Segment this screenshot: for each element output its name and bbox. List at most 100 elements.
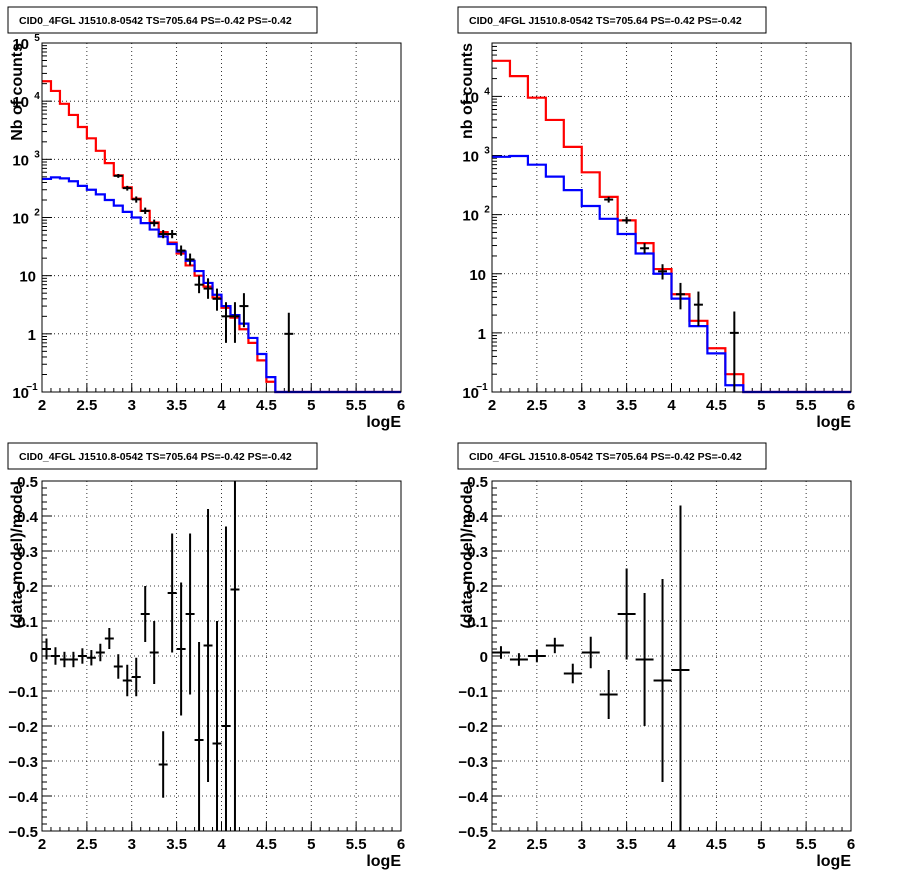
y-tick-label: −0.4	[458, 789, 488, 806]
x-tick-label: 3	[128, 836, 136, 853]
y-tick-exponent: 4	[34, 91, 40, 102]
y-tick-label: 0.3	[467, 544, 488, 561]
y-tick-label: −0.3	[458, 754, 488, 771]
y-tick-label: 0.4	[17, 509, 39, 526]
y-tick-label: 10	[462, 385, 479, 402]
y-tick-label: 10	[19, 269, 36, 286]
y-tick-exponent: 4	[484, 86, 490, 97]
x-tick-label: 6	[847, 836, 855, 853]
x-tick-label: 6	[847, 397, 855, 414]
y-tick-label: −0.5	[458, 824, 488, 841]
y-tick-label: −0.1	[8, 684, 38, 701]
x-tick-label: 5	[307, 836, 315, 853]
chart-title: CID0_4FGL J1510.8-0542 TS=705.64 PS=-0.4…	[19, 451, 292, 463]
x-tick-label: 4.5	[256, 397, 277, 414]
x-tick-label: 2	[488, 397, 496, 414]
x-tick-label: 4	[667, 836, 676, 853]
y-tick-label: 10	[12, 211, 29, 228]
plot-frame-border	[41, 480, 402, 832]
x-tick-label: 4	[217, 836, 226, 853]
x-tick-label: 4	[667, 397, 676, 414]
x-tick-label: 4.5	[706, 397, 727, 414]
x-tick-label: 5	[757, 397, 765, 414]
x-tick-label: 5.5	[346, 397, 367, 414]
y-tick-label: 10	[462, 208, 479, 225]
x-tick-label: 5.5	[346, 836, 367, 853]
y-axis-label: (data-model)/model	[459, 481, 476, 629]
x-tick-label: 3	[578, 836, 586, 853]
y-tick-label: −0.1	[458, 684, 488, 701]
y-tick-label: 10	[12, 385, 29, 402]
x-tick-label: 6	[397, 397, 405, 414]
y-tick-label: −0.3	[8, 754, 38, 771]
y-axis-label: Nb of counts	[9, 43, 26, 141]
chart-title: CID0_4FGL J1510.8-0542 TS=705.64 PS=-0.4…	[469, 451, 742, 463]
plot-frame	[41, 42, 402, 393]
plot-frame	[41, 480, 402, 832]
x-tick-label: 5.5	[796, 836, 817, 853]
plot-frame-border	[491, 42, 852, 393]
x-tick-label: 3	[578, 397, 586, 414]
x-tick-label: 3.5	[166, 397, 187, 414]
title-box	[457, 442, 767, 470]
y-tick-exponent: 5	[34, 33, 40, 44]
y-tick-label: 0.4	[467, 509, 489, 526]
x-axis-label: logE	[366, 414, 401, 431]
x-axis-label: logE	[366, 853, 401, 870]
x-tick-label: 4	[217, 397, 226, 414]
y-axis-label: (data-model)/model	[9, 481, 26, 629]
title-box	[7, 442, 318, 470]
y-tick-exponent: −1	[26, 382, 38, 393]
y-tick-label: 1	[28, 327, 36, 344]
x-tick-label: 5.5	[796, 397, 817, 414]
x-tick-label: 3	[128, 397, 136, 414]
plot-frame	[491, 480, 852, 832]
y-tick-label: 10	[12, 152, 29, 169]
x-tick-label: 4.5	[706, 836, 727, 853]
x-tick-label: 2	[38, 836, 46, 853]
x-tick-label: 6	[397, 836, 405, 853]
x-axis-label: logE	[816, 414, 851, 431]
plot-frame	[491, 42, 852, 393]
y-tick-label: −0.2	[8, 719, 38, 736]
y-tick-label: 0	[480, 649, 488, 666]
x-tick-label: 2.5	[76, 397, 97, 414]
x-tick-label: 5	[307, 397, 315, 414]
plot-frame-border	[41, 42, 402, 393]
x-axis-label: logE	[816, 853, 851, 870]
y-tick-label: 10	[462, 149, 479, 166]
plot-frame-border	[491, 480, 852, 832]
chart-title: CID0_4FGL J1510.8-0542 TS=705.64 PS=-0.4…	[19, 15, 292, 27]
x-tick-label: 2	[488, 836, 496, 853]
y-tick-label: −0.4	[8, 789, 38, 806]
y-tick-exponent: 2	[484, 205, 490, 216]
chart-panel-4: 2 2.5 3 3.5 4 4.5 5 5.5 6 −0.5 −0.4 −0.3 −0.2 −0.1 0 0.…	[457, 442, 855, 870]
y-tick-label: 0.5	[467, 474, 488, 491]
y-tick-label: 10	[12, 94, 29, 111]
y-axis-label: nb of counts	[459, 43, 476, 139]
x-tick-label: 2	[38, 397, 46, 414]
x-tick-label: 3.5	[616, 836, 637, 853]
y-tick-label: 10	[12, 36, 29, 53]
y-tick-label: 0	[30, 649, 38, 666]
y-tick-exponent: 3	[34, 149, 40, 160]
y-tick-label: 10	[462, 89, 479, 106]
y-tick-label: −0.5	[8, 824, 38, 841]
y-tick-label: 0.1	[17, 614, 38, 631]
title-box	[7, 6, 318, 34]
y-tick-exponent: 2	[34, 208, 40, 219]
title-box	[457, 6, 767, 34]
x-tick-label: 2.5	[526, 397, 547, 414]
x-tick-label: 3.5	[166, 836, 187, 853]
x-tick-label: 5	[757, 836, 765, 853]
y-tick-label: 0.1	[467, 614, 488, 631]
x-tick-label: 3.5	[616, 397, 637, 414]
y-tick-label: 0.3	[17, 544, 38, 561]
y-tick-exponent: 3	[484, 146, 490, 157]
x-tick-label: 4.5	[256, 836, 277, 853]
y-tick-label: 10	[469, 267, 486, 284]
x-tick-label: 2.5	[76, 836, 97, 853]
chart-panel-3: 2 2.5 3 3.5 4 4.5 5 5.5 6 −0.5 −0.4 −0.3 −0.2 −0.1 0 0.…	[7, 442, 405, 870]
